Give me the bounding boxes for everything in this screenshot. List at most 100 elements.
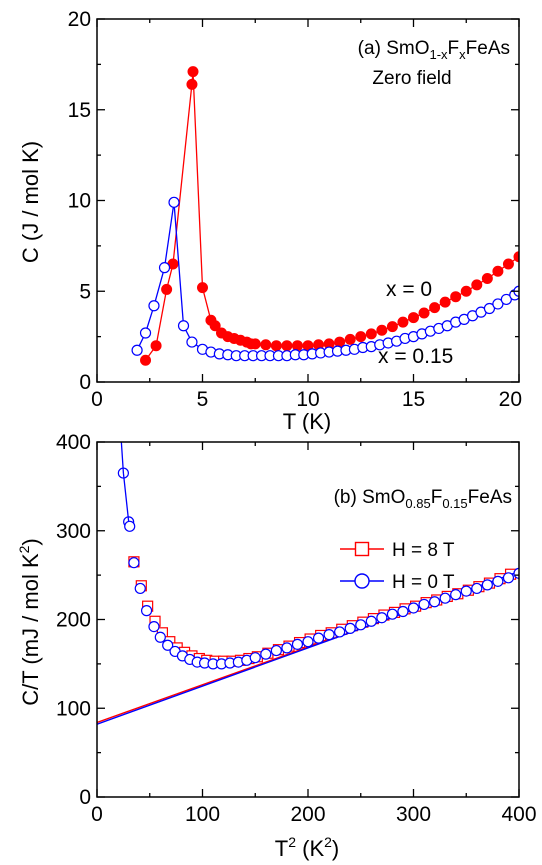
data-point xyxy=(249,338,261,350)
data-point xyxy=(158,262,171,274)
y-tick-label: 15 xyxy=(68,99,91,122)
data-point xyxy=(128,557,140,569)
legend-marker-h8t xyxy=(354,541,370,557)
data-point xyxy=(270,340,282,352)
data-point xyxy=(124,520,136,532)
data-point xyxy=(177,320,190,332)
data-point xyxy=(397,316,409,328)
data-point xyxy=(471,279,483,291)
panel-a-ticks xyxy=(96,18,520,383)
data-point xyxy=(150,340,162,352)
data-point xyxy=(439,296,451,308)
legend-item-h0t: H = 0 T xyxy=(340,572,455,593)
data-point xyxy=(500,293,512,306)
data-point xyxy=(418,307,430,319)
panel-a-annotation-line1: (a) SmO1-xFxFeAs xyxy=(358,38,510,62)
data-point xyxy=(344,333,356,345)
y-tick-label: 200 xyxy=(56,609,91,632)
data-point xyxy=(139,327,152,339)
data-point xyxy=(131,344,143,356)
data-point xyxy=(197,282,208,294)
data-point xyxy=(302,636,314,648)
data-point xyxy=(365,328,377,340)
x-tick-label: 0 xyxy=(91,803,103,826)
y-tick-label: 5 xyxy=(79,280,91,303)
legend-label-h8t: H = 8 T xyxy=(392,540,455,561)
data-point xyxy=(187,66,199,78)
panel-b-x-axis-label: T2 (K2) xyxy=(275,834,340,861)
data-point xyxy=(481,273,493,285)
x-tick-label: 0 xyxy=(91,388,103,411)
data-point xyxy=(376,612,388,624)
panel-a-tick-labels: 0 5 10 15 20 0 5 10 15 20 xyxy=(68,8,522,411)
data-point xyxy=(161,283,173,295)
data-point xyxy=(439,592,451,604)
data-point xyxy=(386,321,398,333)
panel-b-annotation: (b) SmO0.85F0.15FeAs xyxy=(334,487,512,511)
x-tick-label: 400 xyxy=(501,803,536,826)
x-tick-label: 300 xyxy=(396,803,431,826)
legend-label-h0t: H = 0 T xyxy=(392,572,455,593)
data-point xyxy=(502,572,515,584)
data-point xyxy=(481,579,493,591)
series-label-x015: x = 0.15 xyxy=(378,345,453,368)
data-point xyxy=(502,258,514,270)
x-tick-label: 200 xyxy=(290,803,325,826)
data-point xyxy=(386,608,398,620)
data-point xyxy=(355,331,367,343)
data-point xyxy=(186,336,198,348)
data-point xyxy=(407,602,420,614)
data-point xyxy=(260,339,272,351)
data-point xyxy=(471,582,483,595)
data-point xyxy=(429,596,441,608)
x-tick-label: 100 xyxy=(185,803,220,826)
data-point xyxy=(429,302,441,314)
data-point xyxy=(249,652,261,664)
x-tick-label: 15 xyxy=(402,388,425,411)
data-point xyxy=(344,622,356,634)
data-point xyxy=(365,615,377,627)
panel-b-tick-labels: 0 100 200 300 400 0 100 200 300 400 xyxy=(56,431,537,826)
data-point xyxy=(513,251,519,263)
data-point xyxy=(154,631,166,643)
data-point xyxy=(162,639,174,651)
panel-a-marks xyxy=(131,66,519,366)
panel-b-y-axis-label: C/T (mJ / mol K2) xyxy=(16,538,43,706)
data-point xyxy=(291,340,303,352)
legend-item-h8t: H = 8 T xyxy=(340,540,455,561)
series-line-2 xyxy=(120,442,130,522)
data-point xyxy=(450,589,462,601)
legend: H = 8 T H = 0 T xyxy=(340,540,455,593)
data-point xyxy=(291,638,304,650)
data-point xyxy=(513,567,519,579)
data-point xyxy=(209,320,221,332)
data-point xyxy=(408,312,419,324)
panel-a-specific-heat-zero-field: 0 5 10 15 20 0 5 10 15 20 (a) SmO1-xFxFeAs Zero f… xyxy=(18,8,522,434)
x-tick-label: 5 xyxy=(197,388,209,411)
panel-b-marks xyxy=(97,442,519,725)
panel-a-y-axis-label: C (J / mol K) xyxy=(18,141,43,263)
y-tick-label: 10 xyxy=(68,190,91,213)
series-label-x0: x = 0 xyxy=(386,278,432,301)
panel-a-x-axis-label: T (K) xyxy=(283,409,331,434)
data-point xyxy=(492,298,504,310)
data-point xyxy=(334,626,346,638)
data-point xyxy=(376,324,388,336)
data-point xyxy=(148,620,160,633)
x-tick-label: 20 xyxy=(499,388,522,411)
data-point xyxy=(281,340,293,352)
y-tick-label: 20 xyxy=(68,8,91,31)
data-point xyxy=(323,628,335,641)
data-point xyxy=(460,585,472,597)
data-point xyxy=(281,642,293,654)
legend-marker-h0t xyxy=(354,573,370,589)
data-point xyxy=(492,265,504,277)
data-point xyxy=(312,632,325,644)
y-tick-label: 100 xyxy=(56,697,91,720)
data-point xyxy=(397,605,409,618)
data-point xyxy=(483,302,496,315)
data-point xyxy=(270,644,282,657)
y-tick-label: 0 xyxy=(79,786,91,809)
data-point xyxy=(148,300,160,312)
